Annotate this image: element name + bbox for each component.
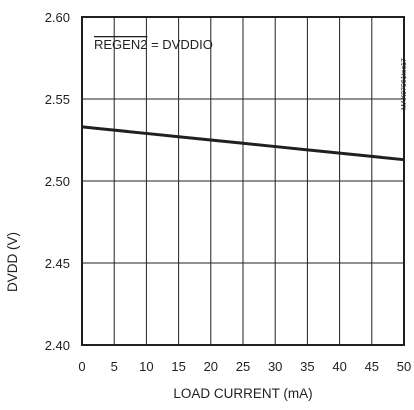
x-tick-labels: 0 5 10 15 20 25 30 35 40 45 50: [78, 359, 411, 374]
x-tick-label: 25: [236, 359, 250, 374]
x-tick-label: 35: [300, 359, 314, 374]
y-tick-label: 2.55: [45, 92, 70, 107]
x-tick-label: 40: [332, 359, 346, 374]
x-tick-label: 10: [139, 359, 153, 374]
y-tick-label: 2.40: [45, 338, 70, 353]
plot-frame: [81, 16, 405, 346]
annotation-overlined: REGEN2: [94, 37, 147, 52]
x-tick-label: 30: [268, 359, 282, 374]
y-tick-label: 2.45: [45, 256, 70, 271]
watermark: MAX07961toc17: [401, 58, 408, 110]
series-layer: [81, 125, 405, 162]
x-tick-label: 20: [204, 359, 218, 374]
series-line: [81, 125, 405, 162]
x-tick-label: 15: [171, 359, 185, 374]
x-tick-label: 50: [397, 359, 411, 374]
x-tick-label: 0: [78, 359, 85, 374]
annotation: REGEN2 = DVDDIO: [94, 37, 213, 52]
y-tick-label: 2.60: [45, 10, 70, 25]
annotation-rest: = DVDDIO: [147, 37, 212, 52]
y-tick-labels: 2.40 2.45 2.50 2.55 2.60: [45, 10, 70, 353]
x-tick-label: 5: [111, 359, 118, 374]
y-axis-label: DVDD (V): [5, 232, 20, 292]
x-axis-label: LOAD CURRENT (mA): [173, 386, 312, 401]
x-tick-label: 45: [365, 359, 379, 374]
y-tick-label: 2.50: [45, 174, 70, 189]
